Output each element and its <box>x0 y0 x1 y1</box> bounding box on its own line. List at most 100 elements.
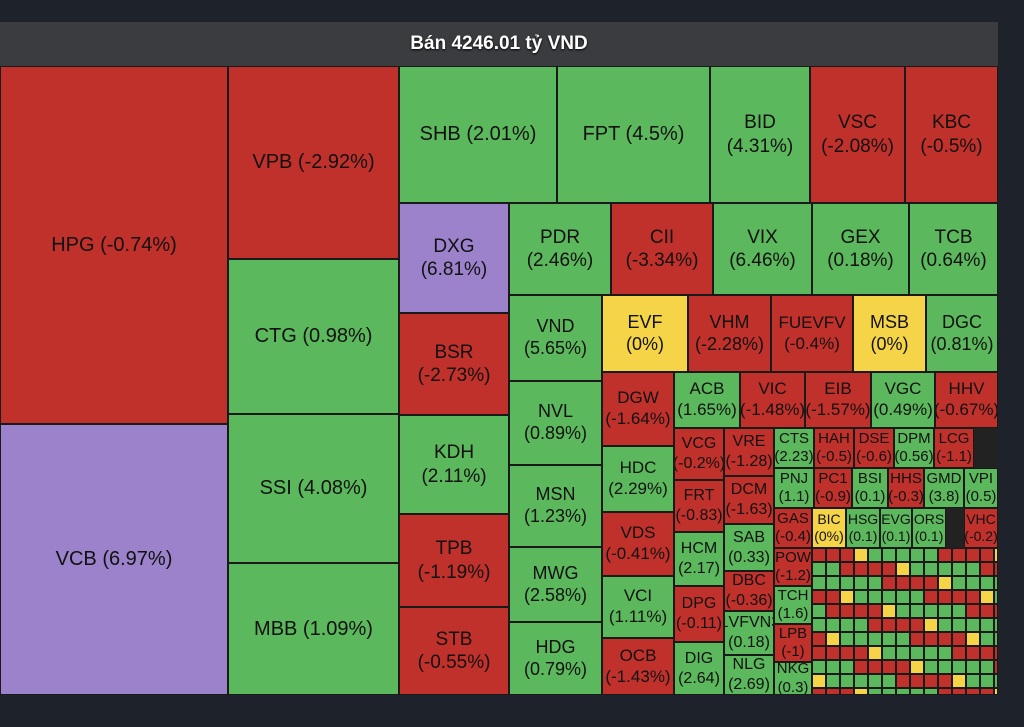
mini-tile[interactable] <box>840 548 854 562</box>
mini-tile[interactable] <box>854 688 868 695</box>
tile-dgc[interactable]: DGC (0.81%) <box>926 295 998 372</box>
tile-pnj[interactable]: PNJ (1.1) <box>774 468 814 508</box>
tile-dxg[interactable]: DXG (6.81%) <box>399 203 509 313</box>
mini-tile[interactable] <box>840 646 854 660</box>
mini-tile[interactable] <box>938 618 952 632</box>
mini-tile[interactable] <box>882 548 896 562</box>
mini-tile[interactable] <box>910 646 924 660</box>
tile-lcg[interactable]: LCG (-1.1) <box>934 428 974 468</box>
mini-tile[interactable] <box>938 674 952 688</box>
tile-vpi[interactable]: VPI (0.5) <box>964 468 998 508</box>
mini-tile[interactable] <box>840 562 854 576</box>
mini-tile[interactable] <box>896 688 910 695</box>
mini-tile[interactable] <box>952 618 966 632</box>
mini-tile[interactable] <box>868 688 882 695</box>
tile-tcb[interactable]: TCB (0.64%) <box>909 203 998 295</box>
mini-tile[interactable] <box>840 590 854 604</box>
mini-tile[interactable] <box>826 604 840 618</box>
tile-vnd[interactable]: VND (5.65%) <box>509 295 602 381</box>
mini-tile[interactable] <box>896 590 910 604</box>
mini-tile[interactable] <box>938 646 952 660</box>
tile-fuevfv[interactable]: FUEVFV (-0.4%) <box>771 295 853 372</box>
mini-tile[interactable] <box>952 562 966 576</box>
mini-tile[interactable] <box>924 576 938 590</box>
mini-tile[interactable] <box>812 660 826 674</box>
mini-tile[interactable] <box>966 548 980 562</box>
mini-tile[interactable] <box>980 604 994 618</box>
tile-eib[interactable]: EIB (-1.57%) <box>805 372 871 428</box>
mini-tile[interactable] <box>952 674 966 688</box>
mini-tile[interactable] <box>896 660 910 674</box>
mini-tile[interactable] <box>980 590 994 604</box>
mini-tile[interactable] <box>924 590 938 604</box>
mini-tile[interactable] <box>812 632 826 646</box>
mini-tile[interactable] <box>952 576 966 590</box>
tile-mwg[interactable]: MWG (2.58%) <box>509 547 602 622</box>
mini-tile[interactable] <box>910 576 924 590</box>
tile-pow[interactable]: POW (-1.2) <box>774 548 812 586</box>
mini-tile[interactable] <box>910 618 924 632</box>
mini-tile[interactable] <box>896 576 910 590</box>
mini-tile[interactable] <box>910 674 924 688</box>
mini-tile[interactable] <box>812 674 826 688</box>
mini-tile[interactable] <box>924 632 938 646</box>
mini-tile[interactable] <box>994 562 998 576</box>
mini-tile[interactable] <box>952 688 966 695</box>
mini-tile[interactable] <box>868 632 882 646</box>
mini-tile[interactable] <box>868 590 882 604</box>
mini-tile[interactable] <box>868 548 882 562</box>
mini-tile[interactable] <box>826 632 840 646</box>
mini-tile[interactable] <box>826 548 840 562</box>
mini-tile[interactable] <box>868 660 882 674</box>
tile-vcg[interactable]: VCG (-0.2%) <box>674 428 724 480</box>
tile-hsg[interactable]: HSG (0.1) <box>846 508 880 548</box>
mini-tile[interactable] <box>826 646 840 660</box>
mini-tile[interactable] <box>910 548 924 562</box>
tile-bid[interactable]: BID (4.31%) <box>710 66 810 203</box>
mini-tile[interactable] <box>840 576 854 590</box>
mini-tile[interactable] <box>938 688 952 695</box>
mini-tile[interactable] <box>882 660 896 674</box>
tile-evf[interactable]: EVF (0%) <box>602 295 688 372</box>
tile-vgc[interactable]: VGC (0.49%) <box>871 372 935 428</box>
mini-tile[interactable] <box>994 632 998 646</box>
tile-dbc[interactable]: DBC (-0.36) <box>724 571 774 611</box>
tile-hhv[interactable]: HHV (-0.67%) <box>935 372 998 428</box>
tile-ocb[interactable]: OCB (-1.43%) <box>602 638 674 695</box>
mini-tile[interactable] <box>910 590 924 604</box>
mini-tile[interactable] <box>854 562 868 576</box>
mini-tile[interactable] <box>938 562 952 576</box>
tile-dig[interactable]: DIG (2.64) <box>674 642 724 695</box>
tile-lpb[interactable]: LPB (-1) <box>774 624 812 662</box>
mini-tile[interactable] <box>966 660 980 674</box>
tile-vci[interactable]: VCI (1.11%) <box>602 576 674 638</box>
tile-kbc[interactable]: KBC (-0.5%) <box>905 66 998 203</box>
tile-hdc[interactable]: HDC (2.29%) <box>602 446 674 512</box>
mini-tile[interactable] <box>896 604 910 618</box>
tile-ssi[interactable]: SSI (4.08%) <box>228 414 399 563</box>
tile-dpm[interactable]: DPM (0.56) <box>894 428 934 468</box>
tile-mbb[interactable]: MBB (1.09%) <box>228 563 399 695</box>
tile-pdr[interactable]: PDR (2.46%) <box>509 203 611 295</box>
mini-tile[interactable] <box>812 618 826 632</box>
mini-tile[interactable] <box>980 674 994 688</box>
mini-tile[interactable] <box>854 646 868 660</box>
mini-tile[interactable] <box>938 632 952 646</box>
tile-gmd[interactable]: GMD (3.8) <box>924 468 964 508</box>
tile-dse[interactable]: DSE (-0.6) <box>854 428 894 468</box>
tile-nkg[interactable]: NKG (0.3) <box>774 662 812 695</box>
mini-tile[interactable] <box>854 590 868 604</box>
mini-tile[interactable] <box>994 548 998 562</box>
mini-tile[interactable] <box>910 604 924 618</box>
mini-tile[interactable] <box>952 548 966 562</box>
mini-tile[interactable] <box>868 604 882 618</box>
mini-tile[interactable] <box>924 688 938 695</box>
mini-tile[interactable] <box>896 646 910 660</box>
mini-tile[interactable] <box>896 674 910 688</box>
tile-vhc[interactable]: VHC (-0.2) <box>964 508 998 548</box>
mini-tile[interactable] <box>812 562 826 576</box>
mini-tile[interactable] <box>882 674 896 688</box>
mini-tile[interactable] <box>966 604 980 618</box>
mini-tile[interactable] <box>952 604 966 618</box>
mini-tile[interactable] <box>966 576 980 590</box>
